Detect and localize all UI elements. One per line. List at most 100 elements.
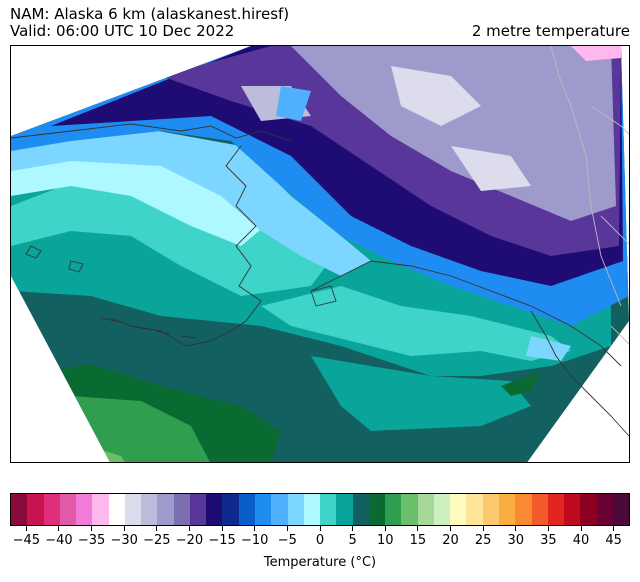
colorbar-segment: [157, 494, 174, 525]
colorbar-segment: [76, 494, 93, 525]
colorbar-tick: [547, 526, 549, 531]
colorbar-tick-label: 30: [507, 533, 525, 548]
colorbar-tick-label: −45: [12, 533, 41, 548]
valid-time: Valid: 06:00 UTC 10 Dec 2022: [10, 22, 235, 40]
colorbar-tick: [384, 526, 386, 531]
north-coast: [11, 123, 292, 142]
colorbar-segment: [124, 494, 142, 525]
colorbar-segment: [450, 494, 467, 525]
colorbar-tick-label: −35: [77, 533, 106, 548]
east-border-3: [610, 325, 629, 345]
colorbar-tick: [156, 526, 158, 531]
st-lawrence-island: [25, 245, 42, 259]
lilac-patch: [391, 66, 481, 126]
aleutian-chain: [100, 317, 197, 339]
colorbar-tick-label: 40: [572, 533, 590, 548]
turquoise-gulf: [261, 286, 571, 361]
model-title: NAM: Alaska 6 km (alaskanest.hiresf): [10, 5, 290, 23]
colorbar-segment: [596, 494, 613, 525]
colorbar-segment: [385, 494, 402, 525]
field-name: 2 metre temperature: [471, 22, 630, 40]
colorbar-tick-label: 10: [376, 533, 394, 548]
colorbar-segment: [11, 494, 28, 525]
colorbar-tick: [286, 526, 288, 531]
colorbar-segment: [433, 494, 451, 525]
colorbar-tick: [482, 526, 484, 531]
lavender-interior: [291, 46, 616, 221]
colorbar-segment: [27, 494, 44, 525]
colorbar-tick-label: −5: [277, 533, 297, 548]
colorbar-segment: [303, 494, 321, 525]
west-coast: [225, 145, 262, 332]
colorbar-segment: [580, 494, 597, 525]
colorbar-segment: [43, 494, 60, 525]
colorbar: [10, 493, 630, 526]
lilac-patch-2: [451, 146, 531, 191]
panhandle-coast: [530, 310, 629, 437]
colorbar-segment: [336, 494, 353, 525]
colorbar-tick: [613, 526, 615, 531]
colorbar-segment: [254, 494, 272, 525]
colorbar-tick-label: −15: [208, 533, 236, 548]
colorbar-tick: [91, 526, 93, 531]
colorbar-tick-label: 45: [605, 533, 622, 548]
model-domain: [11, 46, 629, 462]
colorbar-tick: [58, 526, 60, 531]
colorbar-segment: [515, 494, 532, 525]
colorbar-segment: [287, 494, 304, 525]
colorbar-segment: [547, 494, 565, 525]
pink-patch: [571, 46, 621, 61]
colorbar-tick-label: −40: [45, 533, 73, 548]
colorbar-segment: [466, 494, 483, 525]
colorbar-segment: [59, 494, 77, 525]
east-border-1: [590, 105, 629, 135]
colorbar-tick: [352, 526, 354, 531]
colorbar-segment: [482, 494, 499, 525]
canada-border: [550, 46, 622, 307]
colorbar-tick: [417, 526, 419, 531]
colorbar-tick: [123, 526, 125, 531]
colorbar-tick: [221, 526, 223, 531]
borders: [550, 46, 629, 345]
green-patch-east: [501, 371, 541, 396]
colorbar-tick: [188, 526, 190, 531]
colorbar-tick-label: −10: [241, 533, 269, 548]
colorbar-segment: [189, 494, 207, 525]
colorbar-segment: [612, 494, 630, 525]
sky-coast: [11, 126, 371, 276]
peninsula-coast: [110, 317, 232, 347]
colorbar-segment: [498, 494, 516, 525]
colorbar-segment: [271, 494, 288, 525]
blue-patch-north: [276, 86, 311, 121]
colorbar-tick: [450, 526, 452, 531]
colorbar-segment: [173, 494, 190, 525]
colorbar-label: Temperature (°C): [263, 555, 377, 570]
colorbar-segment: [206, 494, 223, 525]
colorbar-tick-label: −20: [175, 533, 204, 548]
sky-patch-southeast: [526, 336, 571, 361]
colorbar-tick: [515, 526, 517, 531]
colorbar-tick-label: 25: [474, 533, 492, 548]
colorbar-tick-label: 5: [348, 533, 357, 548]
map-title: NAM: Alaska 6 km (alaskanest.hiresf) Val…: [10, 6, 289, 40]
teal-patch-south: [311, 356, 531, 431]
colorbar-tick-label: −25: [143, 533, 171, 548]
colorbar-tick: [580, 526, 582, 531]
colorbar-ticks: −45 −40 −35 −30 −25 −20 −15 −10 −5 0 5 10 15 20 25 30 35…: [10, 526, 630, 550]
map-panel: [10, 45, 630, 463]
colorbar-segment: [320, 494, 337, 525]
colorbar-segment: [141, 494, 158, 525]
nunivak-island: [68, 260, 84, 273]
gulf-coast: [310, 260, 622, 367]
colorbar-segment: [564, 494, 581, 525]
colorbar-tick-label: 20: [442, 533, 459, 548]
colorbar-tick-label: 35: [540, 533, 557, 548]
colorbar-tick: [319, 526, 321, 531]
green-area: [71, 396, 211, 462]
colorbar-tick-label: 0: [315, 533, 325, 548]
east-border-2: [600, 215, 629, 245]
colorbar-tick: [25, 526, 27, 531]
colorbar-segment: [531, 494, 548, 525]
colorbar-tick-label: −30: [110, 533, 138, 548]
colorbar-segment: [368, 494, 386, 525]
